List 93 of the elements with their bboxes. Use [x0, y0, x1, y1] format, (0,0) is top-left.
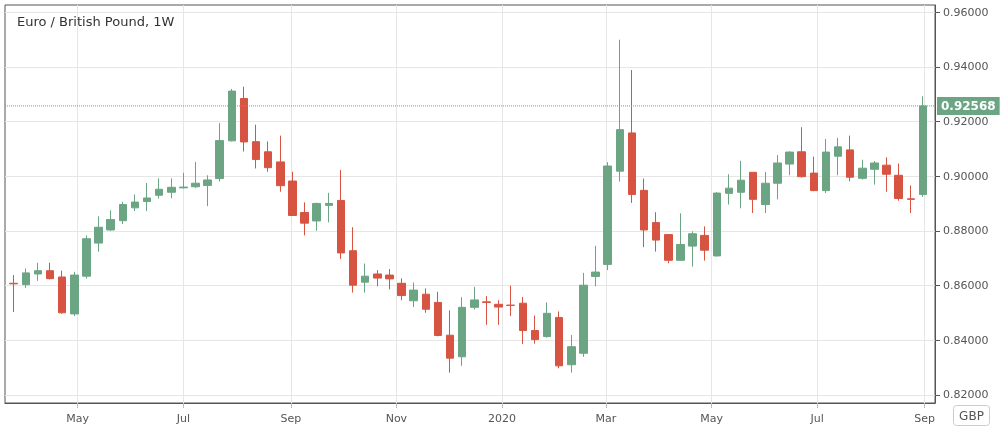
candlestick — [688, 230, 697, 268]
candlestick — [385, 268, 394, 290]
candlestick — [628, 69, 636, 204]
candlestick — [725, 173, 733, 206]
x-tick-label: May — [66, 412, 90, 425]
candlestick — [458, 296, 466, 367]
candlestick — [240, 86, 248, 153]
candlestick — [143, 182, 151, 212]
candlestick — [167, 177, 176, 199]
candlestick — [119, 201, 127, 225]
candlestick — [676, 212, 685, 262]
candlestick — [846, 135, 854, 182]
x-tick-label: Nov — [385, 412, 408, 425]
y-tick-label: 0.96000 — [943, 5, 989, 19]
candlestick — [700, 225, 709, 262]
candlestick — [397, 277, 406, 301]
candlestick — [579, 272, 588, 358]
x-tick-label: May — [700, 412, 724, 425]
candlestick — [215, 122, 224, 183]
candlestick — [276, 135, 285, 193]
candlestick — [70, 271, 79, 317]
candlestick — [46, 262, 54, 280]
candlestick — [22, 268, 30, 289]
candlestick — [446, 309, 454, 374]
candlestick — [325, 192, 333, 223]
candlestick — [713, 191, 721, 257]
candlestick — [810, 156, 818, 192]
candlestick — [567, 334, 576, 374]
candlestick — [9, 274, 18, 313]
candlestick — [252, 124, 260, 169]
y-tick-label: 0.88000 — [943, 224, 989, 238]
candlestick — [543, 301, 551, 339]
text: Euro / British Pound, 1W — [17, 14, 175, 29]
candlestick — [288, 171, 297, 217]
candlestick — [349, 226, 357, 294]
candlestick — [907, 184, 915, 214]
candlestick — [834, 137, 842, 176]
candlestick — [337, 169, 345, 260]
candlestick — [640, 178, 648, 248]
x-tick-label: Jul — [175, 412, 191, 425]
candlestick — [422, 287, 430, 314]
candlestick — [858, 159, 867, 181]
candlestick — [434, 291, 442, 337]
candlestick — [652, 211, 660, 253]
candlestick — [531, 315, 539, 345]
candlestick — [603, 161, 612, 271]
x-tick-label: Sep — [914, 412, 935, 425]
candlestick — [591, 245, 600, 287]
candlestick — [773, 154, 782, 200]
candlestick — [203, 174, 212, 207]
candlestick — [894, 163, 903, 202]
y-tick-label: 0.82000 — [943, 388, 989, 402]
candlestick — [191, 161, 200, 189]
ref-line-label: 0.92568 — [941, 98, 996, 113]
candlestick — [797, 126, 806, 178]
candlestick — [82, 234, 91, 280]
candlestick — [506, 285, 515, 317]
candlestick — [749, 171, 757, 214]
candlestick — [58, 270, 66, 315]
candlestick — [785, 150, 794, 176]
y-tick-label: 0.94000 — [943, 60, 989, 74]
candlestick — [882, 156, 891, 193]
candlestick — [555, 310, 563, 369]
candlestick — [300, 201, 309, 236]
text: GBP — [959, 408, 984, 423]
x-tick-label: Mar — [595, 412, 617, 425]
candlestick — [34, 262, 42, 282]
y-tick-label: 0.86000 — [943, 278, 989, 292]
candlestick — [373, 269, 382, 287]
candlestick — [761, 171, 770, 214]
candlestick — [664, 233, 673, 264]
y-tick-label: 0.90000 — [943, 169, 989, 183]
candlestick — [312, 202, 321, 232]
y-tick-label: 0.84000 — [943, 333, 989, 347]
candlestick — [482, 295, 491, 326]
candlestick — [106, 209, 115, 232]
candlestick — [155, 177, 163, 200]
candlestick — [822, 138, 830, 194]
x-tick-label: Sep — [280, 412, 302, 425]
candlestick — [94, 215, 103, 253]
candlestick — [870, 160, 879, 186]
candlestick — [361, 263, 369, 294]
x-tick-label: Jul — [809, 412, 824, 425]
candlestick — [264, 140, 272, 173]
candlestick — [494, 299, 503, 326]
candlestick — [519, 296, 527, 345]
candlestick — [409, 281, 418, 308]
x-tick-label: 2020 — [488, 412, 517, 425]
candlestick — [737, 160, 745, 209]
candlestick — [470, 286, 479, 311]
y-tick-label: 0.92000 — [943, 114, 989, 128]
candlestick — [179, 172, 188, 189]
candlestick — [131, 193, 139, 212]
